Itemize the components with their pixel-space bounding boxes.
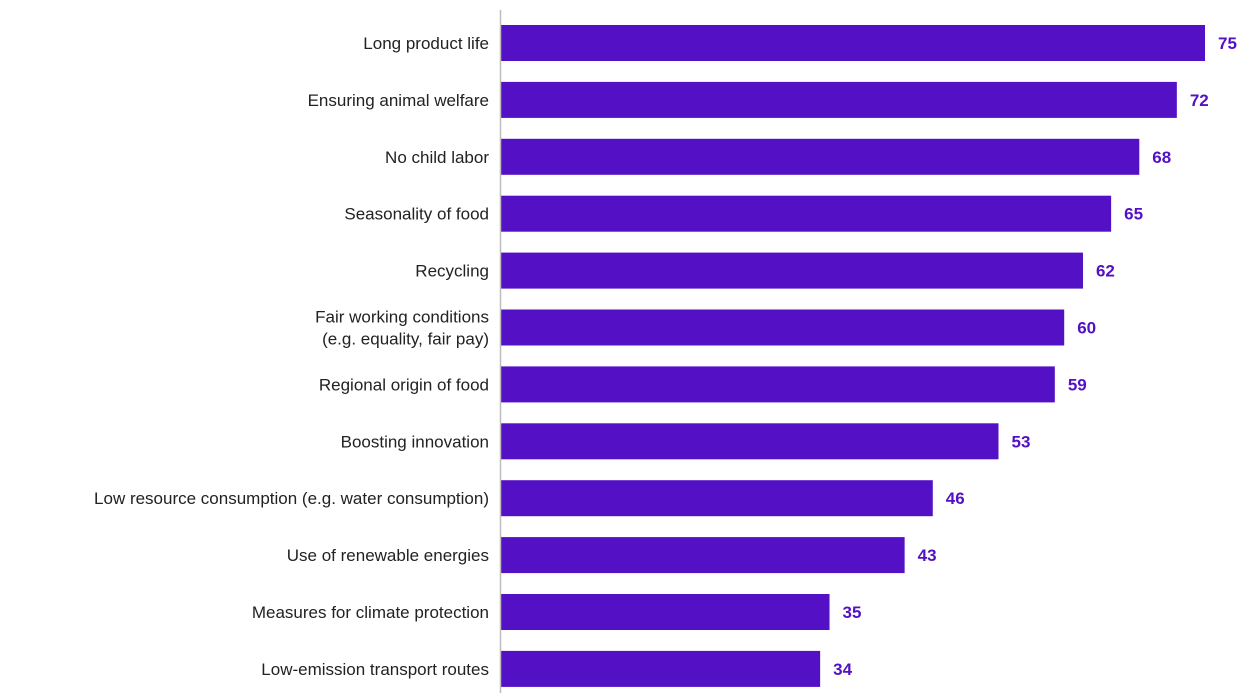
- category-label-line: Ensuring animal welfare: [308, 91, 489, 110]
- value-label: 43: [918, 546, 937, 565]
- category-label-line: Fair working conditions: [315, 308, 489, 327]
- category-label: Seasonality of food: [344, 205, 489, 224]
- category-label-line: Low resource consumption (e.g. water con…: [94, 489, 489, 508]
- bar: [501, 252, 1083, 289]
- category-label: Use of renewable energies: [287, 546, 489, 565]
- value-label: 60: [1077, 319, 1096, 338]
- value-label: 53: [1011, 432, 1030, 451]
- bar: [501, 138, 1140, 175]
- value-label: 75: [1218, 34, 1237, 53]
- category-label-line: Low-emission transport routes: [261, 660, 489, 679]
- category-label: Regional origin of food: [319, 375, 489, 394]
- category-label: Long product life: [363, 34, 489, 53]
- value-label: 62: [1096, 262, 1115, 281]
- value-label: 46: [946, 489, 965, 508]
- category-label: Measures for climate protection: [252, 603, 489, 622]
- value-label: 35: [843, 603, 862, 622]
- category-label-line: No child labor: [385, 148, 489, 167]
- category-label-line: Long product life: [363, 34, 489, 53]
- value-label: 59: [1068, 375, 1087, 394]
- category-label-line: Regional origin of food: [319, 375, 489, 394]
- bar: [501, 594, 830, 630]
- category-label-line: Seasonality of food: [344, 205, 489, 224]
- value-label: 65: [1124, 205, 1143, 224]
- category-label-line: (e.g. equality, fair pay): [322, 330, 489, 349]
- value-label: 34: [833, 660, 852, 679]
- bar: [501, 650, 821, 687]
- category-label: Recycling: [415, 262, 489, 281]
- category-label-line: Measures for climate protection: [252, 603, 489, 622]
- bar: [501, 423, 999, 460]
- category-label: Fair working conditions (e.g. equality, f…: [315, 308, 489, 349]
- category-label: Boosting innovation: [341, 432, 489, 451]
- value-label: 72: [1190, 91, 1209, 110]
- bar: [501, 25, 1205, 61]
- bar: [501, 480, 933, 517]
- category-label: Low-emission transport routes: [261, 660, 489, 679]
- bar: [501, 537, 905, 574]
- category-label-line: Use of renewable energies: [287, 546, 489, 565]
- bar: [501, 81, 1177, 118]
- bar: [501, 195, 1112, 232]
- category-label: Low resource consumption (e.g. water con…: [94, 489, 489, 508]
- category-label-line: Boosting innovation: [341, 432, 489, 451]
- category-label: Ensuring animal welfare: [308, 91, 489, 110]
- category-label-line: Recycling: [415, 262, 489, 281]
- category-label: No child labor: [385, 148, 489, 167]
- value-label: 68: [1152, 148, 1171, 167]
- bar: [501, 309, 1065, 346]
- bar: [501, 366, 1055, 403]
